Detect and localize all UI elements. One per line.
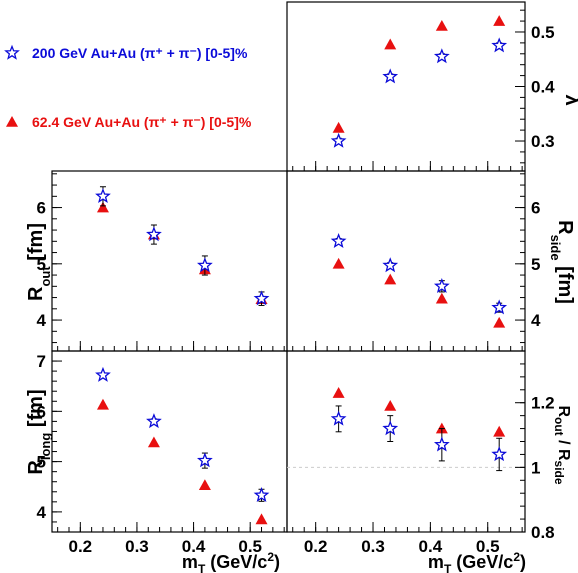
y-tick-label: 0.3 (531, 132, 555, 151)
panel-frame (51, 170, 288, 352)
y-tick-label: 6 (37, 402, 46, 421)
y-tick-label: 4 (37, 503, 47, 522)
panel-frame (51, 350, 288, 533)
triangle-point (384, 38, 397, 50)
triangle-point (384, 399, 397, 411)
legend-marker-au624 (6, 116, 18, 127)
panel-rside: 4 5 6 (286, 170, 541, 352)
star-point (95, 366, 111, 382)
star-point (330, 233, 347, 249)
star-point (197, 257, 213, 273)
triangle-point (435, 19, 448, 31)
star-point (146, 413, 162, 429)
star-point (146, 226, 162, 242)
triangle-point (255, 513, 268, 525)
star-point (382, 68, 399, 84)
y-tick-label: 6 (531, 199, 540, 218)
triangle-point (147, 436, 160, 448)
x-tick-label: 0.5 (238, 537, 262, 556)
y-tick-label: 0.8 (531, 523, 555, 542)
legend-star-marker (4, 44, 20, 60)
star-point (433, 278, 450, 294)
y-tick-label: 7 (37, 352, 46, 371)
star-point (433, 48, 450, 64)
y-tick-label: 4 (531, 311, 541, 330)
triangle-point (384, 273, 397, 285)
star-point (330, 410, 347, 426)
triangle-point (493, 15, 506, 26)
triangle-point (493, 316, 506, 328)
triangle-point (96, 201, 109, 213)
y-tick-label: 5 (37, 255, 46, 274)
star-point (253, 290, 270, 306)
panel-rout: 4 5 6 (37, 170, 288, 352)
triangle-point (198, 479, 211, 491)
y-tick-label: 1 (531, 458, 540, 477)
panel-ratio: 0.8 1 1.2 0.2 0.3 0.4 0.5 (286, 350, 555, 556)
ylabel-rside: Rside [fm] (549, 220, 577, 304)
legend-marker-au200 (4, 44, 20, 60)
y-tick-label: 4 (37, 311, 47, 330)
star-point (491, 299, 508, 315)
triangle-point (332, 387, 345, 398)
star-point (382, 420, 399, 436)
star-point (382, 257, 399, 273)
x-tick-label: 0.5 (476, 537, 500, 556)
y-tick-label: 5 (531, 255, 540, 274)
y-tick-label: 1.2 (531, 394, 555, 413)
star-point (197, 452, 213, 468)
panel-lambda: 0.3 0.4 0.5 (286, 1, 555, 172)
star-point (95, 188, 111, 204)
ylabel-rlong: Rlong [fm] (25, 389, 53, 474)
panel-frame (286, 1, 526, 172)
ylabel-lambda: λ (561, 94, 578, 105)
triangle-point (493, 425, 506, 437)
triangle-point (96, 398, 109, 410)
panel-frame (286, 350, 526, 533)
legend: 200 GeV Au+Au (π⁺ + π⁻) [0-5]% 62.4 GeV … (4, 44, 252, 130)
legend-label-au624: 62.4 GeV Au+Au (π⁺ + π⁻) [0-5]% (32, 114, 252, 130)
star-point (491, 37, 508, 53)
triangle-point (435, 422, 448, 434)
legend-triangle-marker (6, 116, 18, 127)
triangle-point (435, 292, 448, 304)
y-tick-label: 5 (37, 453, 46, 472)
x-tick-label: 0.3 (361, 537, 385, 556)
triangle-point (332, 121, 345, 133)
y-tick-label: 6 (37, 199, 46, 218)
panel-frame (286, 170, 526, 352)
x-tick-label: 0.4 (419, 537, 443, 556)
x-tick-label: 0.2 (304, 537, 328, 556)
triangle-point (332, 257, 345, 269)
star-point (433, 436, 450, 452)
xlabel-left: mT (GeV/c2) (182, 550, 280, 573)
x-tick-label: 0.4 (182, 537, 206, 556)
ylabel-ratio: Rout / Rside (552, 405, 572, 484)
x-tick-label: 0.2 (68, 537, 92, 556)
star-point (253, 487, 270, 503)
xlabel-right: mT (GeV/c2) (428, 550, 526, 573)
legend-label-au200: 200 GeV Au+Au (π⁺ + π⁻) [0-5]% (32, 45, 248, 61)
star-point (491, 446, 508, 462)
y-tick-label: 0.5 (531, 23, 555, 42)
y-tick-label: 0.4 (531, 78, 555, 97)
ylabel-rout: Rout [fm] (25, 223, 53, 301)
star-point (330, 132, 347, 148)
x-tick-label: 0.3 (125, 537, 149, 556)
panel-rlong: 4 5 6 7 0.2 0.3 0.4 0.5 (37, 350, 288, 556)
